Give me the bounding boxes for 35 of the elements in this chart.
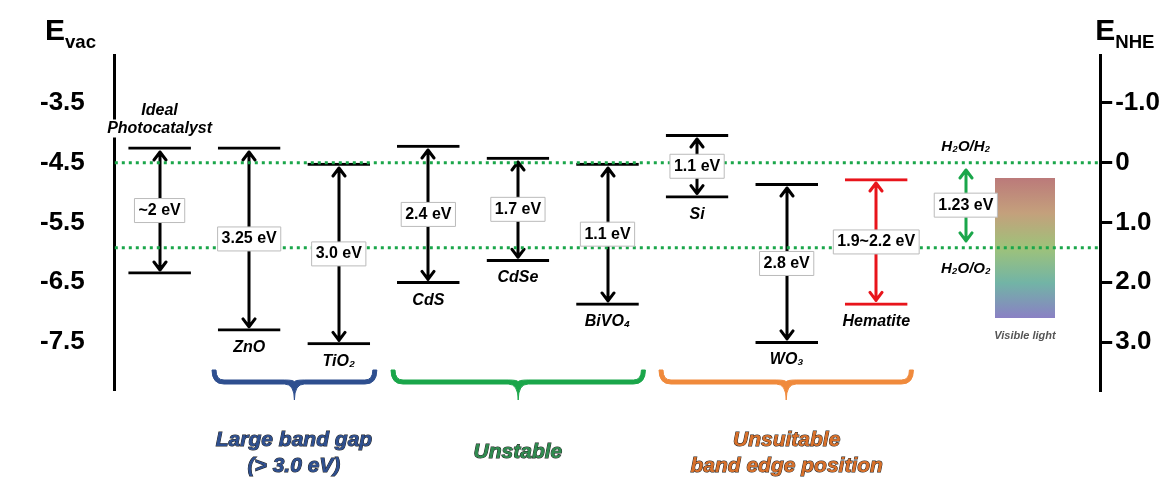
annotation: 2.8 eV [763, 253, 811, 271]
annotation: 2.4 eV [405, 204, 452, 222]
annotation: 1.1 eV [673, 156, 721, 174]
y-tick-label: -3.5 [39, 86, 85, 117]
x-tick-label: ZnO [232, 337, 266, 355]
y2-tick-label: -1.0 [1115, 86, 1161, 117]
text: Unstable [473, 439, 563, 463]
y-tick-label: -6.5 [39, 265, 85, 296]
annotation: 1.1 eV [584, 224, 631, 242]
y2-tick-label: 2.0 [1115, 265, 1152, 296]
y-tick-label: -4.5 [39, 145, 85, 176]
annotation: 1.7 eV [494, 199, 542, 217]
annotation: 1.23 eV [938, 195, 994, 213]
y-tick-label: -7.5 [39, 325, 85, 356]
x-tick-label: WO₃ [769, 350, 804, 368]
annotation: Visible light [994, 328, 1057, 341]
annotation: 1.9~2.2 eV [837, 232, 916, 250]
annotation: 3.25 eV [221, 229, 278, 247]
y2-tick-label: 0 [1115, 145, 1130, 176]
x-tick-label: BiVO₄ [584, 312, 631, 330]
annotation: 3.0 eV [315, 244, 363, 262]
x-tick-label: CdS [412, 290, 445, 308]
x-tick-label: Hematite [842, 312, 911, 330]
x-tick-label: TiO₂ [322, 351, 355, 369]
x-tick-label: Si [689, 204, 706, 222]
y-tick-label: -5.5 [39, 205, 85, 236]
y2-tick-label: 1.0 [1115, 205, 1152, 236]
ref-line-label: H₂O/H₂ [941, 137, 991, 155]
text: Large band gap (> 3.0 eV) [215, 427, 373, 477]
x-tick-label: Ideal Photocatalyst [107, 100, 213, 136]
ref-line-label: H₂O/O₂ [940, 259, 991, 277]
annotation: ~2 eV [138, 200, 182, 218]
x-tick-label: CdSe [497, 268, 539, 286]
text: Unsuitable band edge position [690, 427, 883, 477]
y2-tick-label: 3.0 [1115, 325, 1152, 356]
